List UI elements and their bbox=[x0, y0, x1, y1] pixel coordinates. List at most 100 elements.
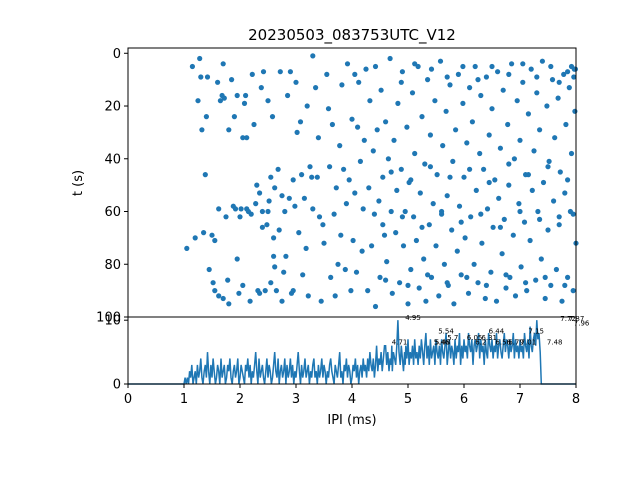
raster-point-294 bbox=[489, 63, 495, 70]
raster-point-328 bbox=[444, 280, 450, 286]
raster-point-133 bbox=[361, 137, 367, 143]
raster-point-71 bbox=[276, 227, 282, 233]
raster-point-314 bbox=[570, 211, 576, 217]
histogram-x-ticks: 0 1 2 3 4 5 6 7 8 bbox=[124, 384, 580, 407]
raster-point-178 bbox=[425, 77, 431, 83]
raster-point-121 bbox=[344, 61, 351, 67]
raster-point-202 bbox=[458, 272, 464, 278]
raster-point-243 bbox=[516, 201, 522, 207]
raster-point-77 bbox=[283, 253, 289, 259]
raster-point-204 bbox=[461, 174, 467, 180]
raster-point-221 bbox=[484, 206, 491, 212]
raster-point-66 bbox=[271, 253, 277, 259]
raster-point-210 bbox=[469, 119, 475, 125]
histogram-y-tick-label-0: 0 bbox=[113, 378, 121, 393]
raster-point-142 bbox=[374, 127, 380, 133]
raster-point-282 bbox=[570, 288, 576, 294]
raster-point-23 bbox=[221, 95, 227, 101]
raster-point-17 bbox=[216, 206, 222, 212]
raster-point-324 bbox=[565, 177, 571, 183]
raster-point-150 bbox=[385, 156, 391, 162]
raster-point-250 bbox=[525, 111, 532, 117]
raster-point-120 bbox=[343, 201, 349, 207]
raster-point-97 bbox=[310, 53, 316, 59]
raster-point-315 bbox=[388, 169, 394, 175]
raster-point-65 bbox=[271, 235, 277, 241]
raster-point-162 bbox=[402, 208, 408, 215]
raster-point-170 bbox=[413, 237, 419, 244]
raster-point-252 bbox=[528, 66, 534, 72]
raster-point-73 bbox=[279, 193, 285, 199]
raster-point-227 bbox=[493, 298, 500, 304]
raster-point-247 bbox=[521, 219, 528, 225]
peak-label-3: 5.48 bbox=[435, 338, 451, 346]
raster-point-208 bbox=[467, 85, 473, 91]
raster-point-166 bbox=[408, 266, 414, 273]
histogram-x-tick-label-4: 4 bbox=[348, 392, 356, 407]
raster-point-207 bbox=[465, 290, 472, 296]
raster-point-56 bbox=[260, 69, 267, 75]
raster-point-177 bbox=[423, 298, 429, 304]
raster-point-195 bbox=[449, 227, 455, 233]
raster-point-149 bbox=[384, 259, 390, 265]
raster-point-75 bbox=[281, 269, 287, 275]
raster-point-278 bbox=[565, 274, 571, 280]
raster-y-tick-label-100: 100 bbox=[96, 311, 121, 326]
raster-point-224 bbox=[489, 106, 495, 112]
raster-point-301 bbox=[568, 63, 575, 70]
raster-point-175 bbox=[421, 256, 427, 262]
raster-point-332 bbox=[523, 280, 529, 286]
raster-point-279 bbox=[566, 85, 572, 91]
raster-point-254 bbox=[531, 148, 537, 154]
raster-point-239 bbox=[510, 232, 516, 238]
raster-point-107 bbox=[325, 106, 332, 112]
raster-point-309 bbox=[478, 211, 484, 217]
raster-point-16 bbox=[215, 79, 221, 85]
raster-point-184 bbox=[433, 243, 439, 249]
raster-point-160 bbox=[399, 69, 405, 75]
raster-point-135 bbox=[365, 288, 371, 294]
raster-point-187 bbox=[437, 58, 444, 64]
raster-point-318 bbox=[447, 174, 453, 180]
raster-point-236 bbox=[506, 182, 512, 188]
peak-label-14: 7.48 bbox=[547, 338, 563, 346]
raster-point-109 bbox=[328, 274, 334, 280]
raster-point-34 bbox=[236, 290, 242, 296]
raster-point-47 bbox=[251, 121, 257, 128]
raster-point-82 bbox=[290, 177, 296, 183]
raster-point-148 bbox=[383, 119, 389, 125]
raster-point-198 bbox=[453, 127, 459, 133]
raster-point-214 bbox=[475, 280, 481, 286]
raster-point-88 bbox=[297, 119, 304, 125]
raster-point-22 bbox=[220, 295, 226, 302]
raster-point-63 bbox=[268, 280, 274, 286]
raster-point-128 bbox=[355, 124, 361, 130]
raster-point-288 bbox=[398, 79, 404, 85]
raster-point-292 bbox=[460, 63, 466, 70]
raster-point-201 bbox=[456, 203, 463, 209]
raster-point-209 bbox=[468, 214, 474, 220]
raster-point-185 bbox=[434, 172, 440, 178]
peak-label-13: 7.15 bbox=[528, 328, 544, 336]
raster-y-tick-label-20: 20 bbox=[104, 100, 121, 115]
raster-point-92 bbox=[303, 245, 309, 251]
histogram-x-tick-label-7: 7 bbox=[516, 392, 524, 407]
raster-point-37 bbox=[240, 135, 246, 141]
raster-point-174 bbox=[419, 114, 425, 120]
raster-point-302 bbox=[571, 74, 577, 80]
raster-point-46 bbox=[249, 71, 255, 77]
raster-point-225 bbox=[490, 224, 496, 230]
peak-label-8: 6.31 bbox=[481, 334, 497, 342]
peak-label-0: 4.71 bbox=[392, 338, 408, 346]
raster-point-179 bbox=[426, 222, 432, 228]
raster-point-258 bbox=[537, 127, 543, 133]
raster-point-242 bbox=[514, 98, 520, 104]
peak-label-17: 7.96 bbox=[574, 319, 590, 327]
raster-point-72 bbox=[277, 69, 283, 75]
raster-point-30 bbox=[231, 114, 237, 120]
raster-point-182 bbox=[430, 201, 436, 207]
raster-point-238 bbox=[509, 61, 515, 67]
raster-point-116 bbox=[338, 232, 344, 238]
raster-point-235 bbox=[505, 121, 511, 128]
